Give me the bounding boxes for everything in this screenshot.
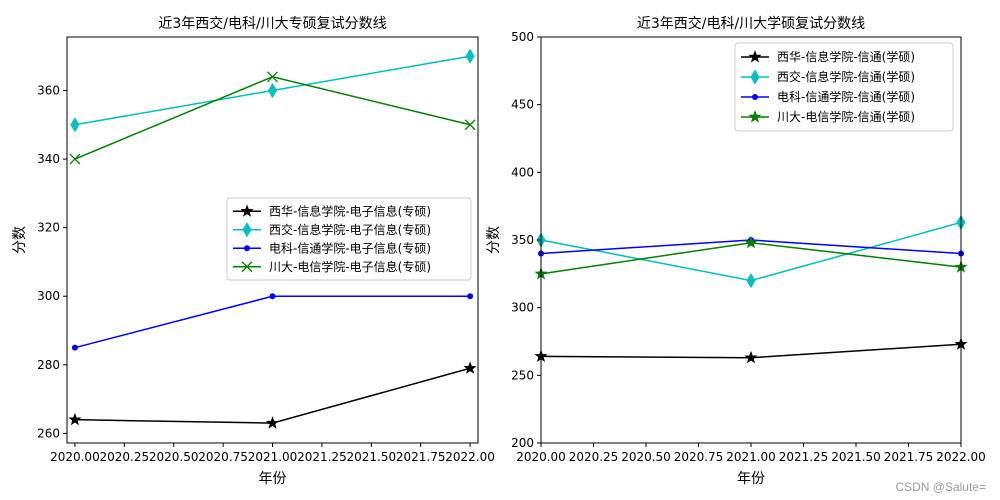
plot-1-series-1-line — [74, 367, 471, 424]
plot-2-ytick-label-7: 500 — [511, 30, 534, 44]
plot-2-xlabel: 年份 — [737, 471, 765, 487]
plot-2-legend-label-2: 西交-信息学院-信通(学硕) — [777, 69, 915, 84]
plot-2-legend-marker-2 — [750, 69, 760, 85]
plot-2-xtick-label-6: 2021.25 — [779, 450, 829, 464]
plot-1-series-1 — [68, 361, 477, 429]
plot-1-xtick-label-2: 2020.25 — [99, 450, 149, 464]
plot-2-xtick-label-8: 2021.75 — [884, 450, 934, 464]
plot-2-series-1-point-2 — [744, 350, 758, 364]
plot-1-legend-label-4: 川大-电信学院-电子信息(专硕) — [269, 259, 431, 274]
plot-1-series-4 — [69, 71, 476, 165]
plot-1-xlabel: 年份 — [259, 471, 287, 487]
plot-1-ytick-label-1: 260 — [37, 426, 60, 440]
plot-2-legend-entry-3: 电科-信通学院-信通(学硕) — [741, 89, 915, 104]
plot-2-xtick-label-1: 2020.00 — [516, 450, 566, 464]
plot-1-legend-entry-4: 川大-电信学院-电子信息(专硕) — [233, 259, 431, 274]
plot-1-series-3-point-1 — [71, 344, 78, 351]
plot-2-xtick-label-9: 2022.00 — [936, 450, 986, 464]
plot-2-series-1 — [534, 337, 968, 364]
plot-1-series-1-point-1 — [68, 412, 82, 426]
plot-2-xtick-label-7: 2021.50 — [831, 450, 881, 464]
plot-1-ytick-label-3: 300 — [37, 289, 60, 303]
plot-1-legend-label-1: 西华-信息学院-电子信息(专硕) — [269, 203, 431, 218]
plot-1-xtick-label-6: 2021.25 — [297, 450, 347, 464]
plot-1-series-2 — [70, 48, 475, 133]
plot-1-series-2-point-1 — [70, 117, 80, 133]
plot-1-series-1-point-3 — [463, 361, 477, 374]
plot-2-ytick-label-2: 250 — [511, 368, 534, 382]
plot-2-series-2-line — [540, 221, 962, 282]
plot-1-xtick-label-4: 2020.75 — [198, 450, 248, 464]
plot-1-legend-marker-4 — [241, 261, 253, 273]
watermark: CSDN @Salute= — [895, 480, 986, 494]
plot-1-legend: 西华-信息学院-电子信息(专硕) 西交-信息学院-电子信息(专硕) 电科-信通学院-… — [226, 197, 472, 281]
plot-2-legend: 西华-信息学院-信通(学硕) 西交-信息学院-信通(学硕) 电科-信通学院-信通(学… — [734, 42, 954, 132]
plot-1-legend-label-3: 电科-信通学院-电子信息(专硕) — [269, 240, 431, 255]
plot-2-xtick-label-3: 2020.50 — [621, 450, 671, 464]
plot-1-series-4-point-2 — [267, 71, 278, 83]
plot-1-title: 近3年西交/电科/川大专硕复试分数线 — [158, 15, 386, 32]
plot-1-series-3-point-2 — [269, 293, 276, 300]
plot-2-legend-label-4: 川大-电信学院-信通(学硕) — [777, 109, 915, 124]
plot-2-ytick-label-1: 200 — [511, 436, 534, 450]
plot-1-ylabel: 分数 — [12, 226, 28, 254]
plot-2-series-2 — [536, 214, 966, 289]
plot-2-ylabel: 分数 — [486, 226, 502, 254]
plot-1-xtick-label-7: 2021.50 — [346, 450, 396, 464]
plot-2-legend-entry-1: 西华-信息学院-信通(学硕) — [741, 49, 915, 64]
plot-1-ytick-label-6: 360 — [37, 83, 60, 97]
plot-2-ytick-label-5: 400 — [511, 165, 534, 179]
plot-2-legend-marker-1 — [748, 50, 762, 63]
plot-2-series-2-point-2 — [746, 273, 756, 289]
plot-2-ytick-label-3: 300 — [511, 301, 534, 315]
plot-2-legend-entry-2: 西交-信息学院-信通(学硕) — [741, 69, 915, 85]
plot-1-legend-marker-3 — [244, 245, 250, 252]
plot-2-legend-label-1: 西华-信息学院-信通(学硕) — [777, 49, 915, 64]
plot-2-series-4 — [534, 235, 968, 280]
plot-2-xtick-label-4: 2020.75 — [674, 450, 724, 464]
plot-1-xtick-label-3: 2020.50 — [149, 450, 199, 464]
plot-1-xtick-label-1: 2020.00 — [50, 450, 100, 464]
plot-1-xtick-label-9: 2022.00 — [445, 450, 495, 464]
plot-1-ytick-label-5: 340 — [37, 152, 60, 166]
plot-2-ytick-label-4: 350 — [511, 233, 534, 247]
plot-2-legend-label-3: 电科-信通学院-信通(学硕) — [777, 89, 915, 104]
plot-1-ytick-label-4: 320 — [37, 221, 60, 235]
plot-2-series-4-line — [540, 241, 962, 275]
plot-1-legend-label-2: 西交-信息学院-电子信息(专硕) — [269, 222, 431, 237]
plot-1-legend-entry-1: 西华-信息学院-电子信息(专硕) — [233, 203, 431, 218]
plot-1-series-4-point-3 — [464, 119, 476, 131]
plot-2-legend-marker-4 — [748, 110, 762, 123]
plot-2-series-4-point-2 — [744, 235, 758, 249]
plot-1-series-2-point-3 — [465, 48, 475, 64]
plot-1-series-1-point-2 — [265, 416, 280, 429]
plot-1-series-3-line — [74, 295, 471, 349]
plot-2-legend-marker-3 — [752, 94, 758, 100]
plot-1-series-4-point-1 — [69, 153, 81, 165]
plot-1-legend-box — [226, 197, 472, 281]
plot-1-ytick-label-2: 280 — [37, 358, 60, 372]
plot-1-series-3-point-3 — [467, 293, 474, 300]
plot-2-legend-box — [734, 42, 954, 132]
plot-1-legend-marker-1 — [240, 204, 254, 217]
plot-1-series-2-point-2 — [267, 82, 278, 99]
plot-1-xtick-label-8: 2021.75 — [396, 450, 446, 464]
plot-1-legend-entry-2: 西交-信息学院-电子信息(专硕) — [233, 222, 431, 238]
plot-2-xtick-label-2: 2020.25 — [569, 450, 619, 464]
plot-1-series-3 — [71, 293, 474, 351]
plot-2-title: 近3年西交/电科/川大学硕复试分数线 — [637, 15, 865, 32]
plot-1-legend-marker-2 — [242, 222, 252, 238]
plot-2-legend-entry-4: 川大-电信学院-信通(学硕) — [741, 109, 915, 124]
plot-1-xtick-label-5: 2021.00 — [248, 450, 298, 464]
plot-1-legend-entry-3: 电科-信通学院-电子信息(专硕) — [233, 240, 431, 255]
plot-2-xtick-label-5: 2021.00 — [726, 450, 776, 464]
plot-2-ytick-label-6: 450 — [511, 98, 534, 112]
